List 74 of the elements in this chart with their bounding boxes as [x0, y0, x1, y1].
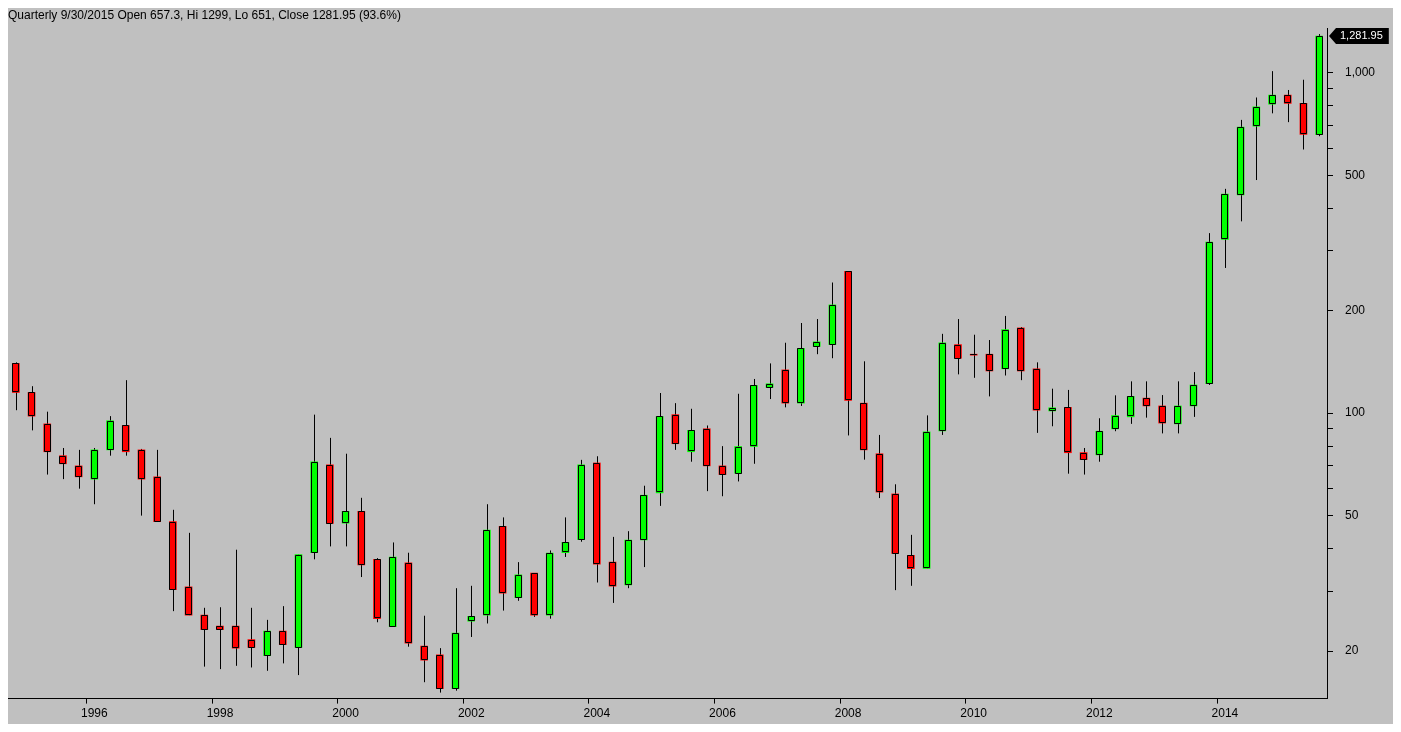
candlestick: [655, 392, 664, 507]
candlestick: [593, 455, 601, 584]
candlestick: [1016, 326, 1025, 381]
y-tick-label: 200: [1345, 302, 1366, 317]
x-tick-label: 2002: [457, 706, 485, 721]
x-tick-label: 2004: [583, 706, 611, 721]
candlestick: [1111, 394, 1119, 432]
x-tick-label: 2000: [332, 706, 360, 721]
candlestick: [12, 361, 20, 411]
candlestick: [1283, 89, 1292, 123]
candlestick: [750, 378, 758, 465]
candlestick: [859, 360, 868, 461]
candlestick: [59, 447, 67, 480]
candlestick: [1032, 361, 1041, 434]
candlestick: [514, 561, 523, 602]
candlestick: [200, 607, 209, 668]
candlestick: [121, 379, 130, 457]
candlestick: [922, 414, 931, 569]
y-tick-label: 100: [1345, 405, 1366, 420]
x-tick-label: 2014: [1211, 706, 1239, 721]
candlestick: [27, 385, 36, 431]
candlestick: [1048, 388, 1057, 427]
candlestick: [1236, 119, 1245, 222]
candlestick: [797, 322, 805, 407]
candlestick: [687, 408, 695, 463]
candlestick: [985, 339, 994, 397]
candlestick: [954, 318, 962, 375]
candlestick: [435, 647, 444, 694]
y-tick-label: 50: [1345, 507, 1359, 522]
candlestick: [907, 534, 915, 587]
text: 1,281.95: [1340, 29, 1383, 42]
candlestick: [278, 605, 287, 664]
candlestick: [1268, 70, 1276, 114]
candlestick: [718, 445, 727, 497]
candlestick: [608, 536, 617, 604]
candlestick: [545, 549, 554, 620]
x-tick-label: 1998: [206, 706, 234, 721]
x-tick-label: 2006: [709, 706, 737, 721]
x-tick-label: 2010: [960, 706, 988, 721]
candlestick: [640, 485, 648, 568]
candlestick: [184, 532, 193, 616]
candlestick: [1158, 394, 1166, 434]
candlestick: [467, 585, 476, 638]
candlestick: [74, 449, 83, 490]
candlestick: [451, 587, 460, 692]
candlestick: [231, 549, 240, 667]
candlestick: [247, 607, 256, 668]
candlestick: [1221, 188, 1229, 269]
candlestick: [216, 606, 224, 670]
candlestick: [1079, 447, 1088, 476]
y-tick-label: 500: [1345, 167, 1366, 182]
candlestick: [326, 437, 334, 547]
candlestick: [1064, 389, 1072, 475]
chart-title: Quarterly 9/30/2015 Open 657.3, Hi 1299, Lo 651, Close 1281.95 (93.6%): [8, 7, 401, 22]
candlestick: [483, 503, 491, 624]
y-tick-label: 1,000: [1345, 65, 1376, 80]
candlestick: [169, 509, 177, 612]
candlestick: [498, 516, 507, 612]
candlestick: [341, 453, 350, 547]
x-tick-label: 2012: [1085, 706, 1113, 721]
candlestick: [420, 615, 428, 683]
candlestick: [1252, 96, 1261, 181]
candlestick: [702, 424, 711, 492]
candlestick: [1126, 380, 1135, 425]
candlestick: [1189, 371, 1198, 418]
x-tick-label: 2008: [834, 706, 862, 721]
y-tick-label: 20: [1345, 643, 1359, 658]
x-tick-label: 1996: [81, 706, 109, 721]
candlestick: [561, 516, 570, 558]
candlestick: [1174, 380, 1182, 434]
candlestick: [388, 541, 397, 628]
candlestick: [1142, 380, 1151, 419]
candlestick: [812, 318, 821, 355]
candlestick: [765, 362, 774, 400]
